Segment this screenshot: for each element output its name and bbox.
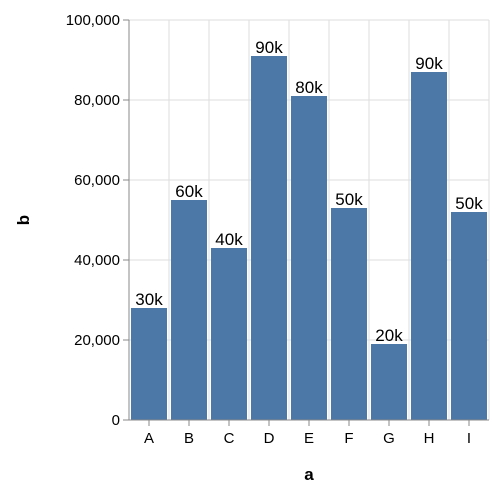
bar <box>251 56 287 420</box>
bar <box>411 72 447 420</box>
x-tick-label: G <box>383 430 395 447</box>
bar <box>371 344 407 420</box>
x-tick-label: F <box>344 430 353 447</box>
y-tick-label: 0 <box>112 412 120 429</box>
x-tick-label: B <box>184 430 194 447</box>
data-label: 90k <box>415 54 443 73</box>
y-tick-label: 80,000 <box>74 92 120 109</box>
x-tick-label: A <box>144 430 154 447</box>
x-tick-label: H <box>424 430 435 447</box>
data-label: 30k <box>135 290 163 309</box>
y-axis: 0 20,000 40,000 60,000 80,000 100,000 <box>66 12 130 429</box>
x-tick-label: E <box>304 430 314 447</box>
x-tick-label: I <box>467 430 471 447</box>
bar <box>291 96 327 420</box>
x-axis: A B C D E F G H I <box>129 419 489 447</box>
data-labels: 30k 60k 40k 90k 80k 50k 20k 90k 50k <box>135 38 483 345</box>
bar <box>211 248 247 420</box>
x-axis-title: a <box>304 465 314 484</box>
y-tick-label: 40,000 <box>74 252 120 269</box>
y-tick-label: 60,000 <box>74 172 120 189</box>
data-label: 20k <box>375 326 403 345</box>
data-label: 50k <box>455 194 483 213</box>
bars <box>131 56 487 420</box>
x-tick-label: C <box>224 430 235 447</box>
y-tick-label: 20,000 <box>74 332 120 349</box>
y-tick-label: 100,000 <box>66 12 120 29</box>
bar <box>171 200 207 420</box>
data-label: 60k <box>175 182 203 201</box>
bar <box>131 308 167 420</box>
y-axis-title: b <box>14 215 33 225</box>
bar <box>451 212 487 420</box>
data-label: 40k <box>215 230 243 249</box>
data-label: 90k <box>255 38 283 57</box>
data-label: 80k <box>295 78 323 97</box>
bar <box>331 208 367 420</box>
data-label: 50k <box>335 190 363 209</box>
x-tick-label: D <box>264 430 275 447</box>
